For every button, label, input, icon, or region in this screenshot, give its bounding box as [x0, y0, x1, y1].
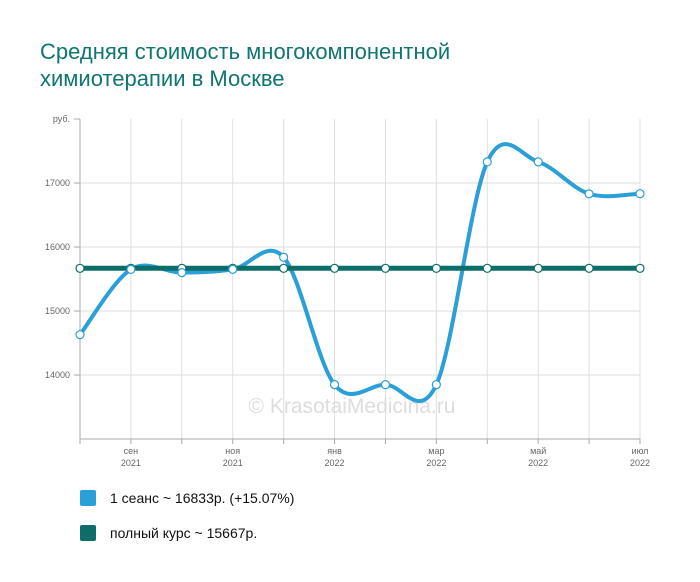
series-course-point: [584, 263, 594, 273]
chart-tick-labels: 14000 15000 16000 17000 руб. сен 2021 ноя 2021 ян…: [45, 114, 650, 468]
y-unit-label: руб.: [53, 114, 70, 124]
x-tick-label-year: 2022: [528, 458, 548, 468]
x-tick-label-month: май: [530, 446, 546, 456]
series-session-point: [635, 189, 645, 199]
legend-label-session: 1 сеанс ~ 16833р. (+15.07%): [110, 490, 295, 506]
x-tick-label-month: сен: [124, 446, 139, 456]
series-course-point: [533, 263, 543, 273]
x-tick-label-year: 2021: [121, 458, 141, 468]
series-course-point: [431, 263, 441, 273]
series-session-point: [431, 380, 441, 390]
legend-item-course: полный курс ~ 15667р.: [80, 523, 294, 543]
y-tick-label: 17000: [45, 178, 70, 188]
y-tick-label: 16000: [45, 242, 70, 252]
series-session-point: [228, 264, 238, 274]
x-tick-label-month: янв: [327, 446, 342, 456]
series-session-point: [75, 330, 85, 340]
series-course-point: [75, 263, 85, 273]
chart-legend: 1 сеанс ~ 16833р. (+15.07%) полный курс …: [80, 488, 294, 558]
y-tick-label: 14000: [45, 370, 70, 380]
series-session-point: [380, 380, 391, 390]
series-course-point: [380, 263, 391, 273]
series-session-point: [279, 252, 289, 262]
series-session-point: [126, 264, 136, 274]
x-tick-label-year: 2021: [223, 458, 243, 468]
x-tick-label-month: июл: [632, 446, 649, 456]
x-tick-label-month: ноя: [225, 446, 240, 456]
legend-swatch-course: [80, 525, 96, 541]
x-tick-label-year: 2022: [325, 458, 345, 468]
y-tick-label: 15000: [45, 306, 70, 316]
series-session-point: [482, 157, 492, 167]
legend-item-session: 1 сеанс ~ 16833р. (+15.07%): [80, 488, 294, 508]
watermark-text: © KrasotaiMedicina.ru: [249, 395, 456, 418]
legend-swatch-session: [80, 490, 96, 506]
x-tick-label-year: 2022: [630, 458, 650, 468]
series-session-point: [177, 268, 187, 278]
series-session-point: [533, 157, 543, 167]
series-course-point: [482, 263, 492, 273]
series-course-point: [329, 263, 340, 273]
x-tick-label-month: мар: [428, 446, 444, 456]
chart-title-line-2: химиотерапии в Москве: [40, 66, 285, 91]
series-course-point: [279, 263, 289, 273]
chart-title-line-1: Средняя стоимость многокомпонентной: [40, 39, 451, 64]
x-tick-label-year: 2022: [426, 458, 446, 468]
series-session-point: [584, 189, 594, 199]
chart-series-layer: [75, 142, 645, 403]
legend-label-course: полный курс ~ 15667р.: [110, 525, 258, 541]
chart-title: Средняя стоимость многокомпонентной хими…: [40, 38, 640, 92]
chart-axes: [74, 118, 641, 444]
series-course-point: [635, 263, 645, 273]
series-session-point: [329, 380, 340, 390]
